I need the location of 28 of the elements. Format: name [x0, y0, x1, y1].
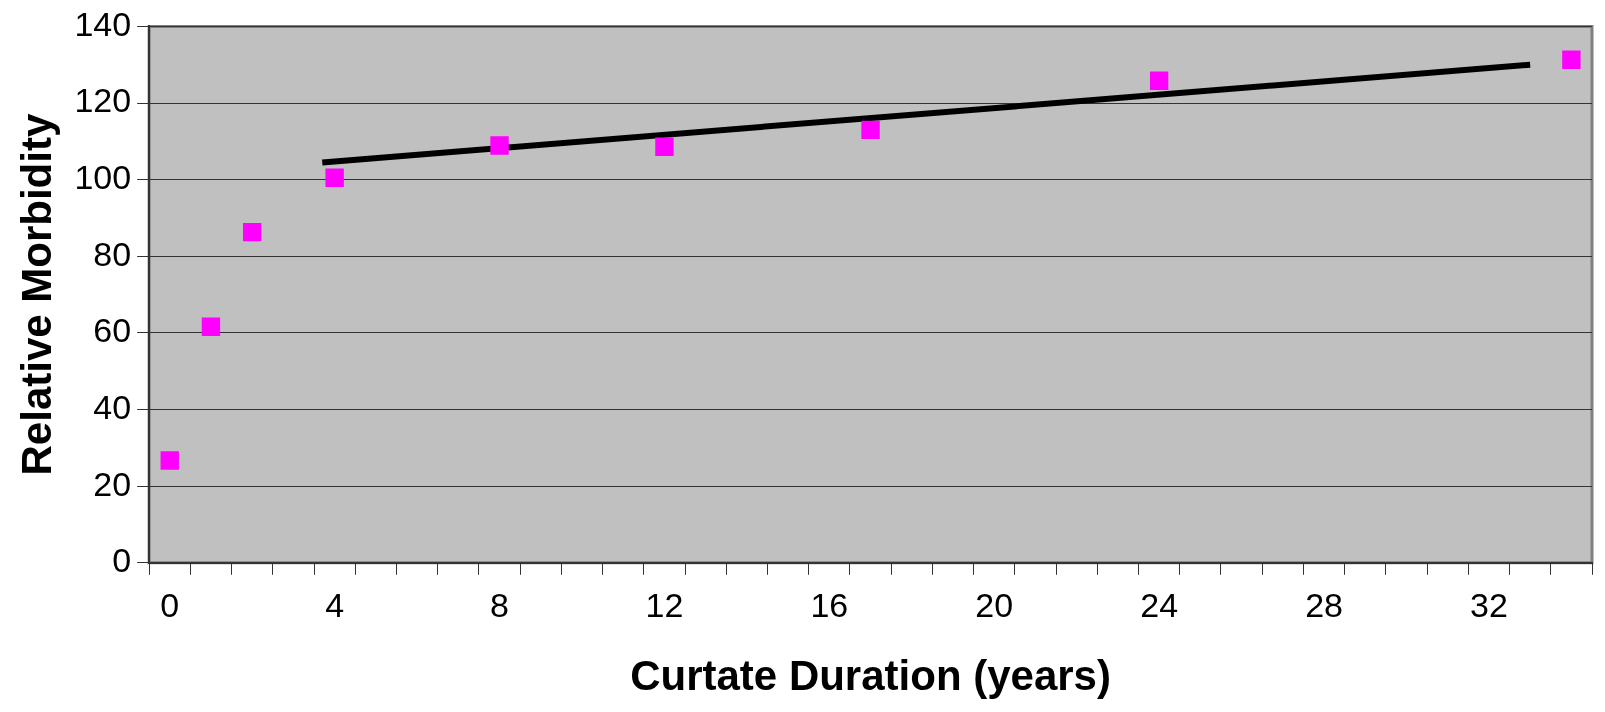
- y-tick-label: 120: [74, 81, 132, 120]
- x-tick-label: 16: [810, 585, 849, 624]
- x-axis-title: Curtate Duration (years): [630, 652, 1111, 700]
- y-tick-label: 40: [93, 387, 132, 426]
- point: [1149, 71, 1169, 90]
- y-tick-label: 60: [93, 311, 132, 350]
- y-tick-label: 100: [74, 158, 132, 197]
- x-tick-label: 4: [325, 585, 345, 624]
- x-tick-label: 28: [1305, 585, 1343, 624]
- point: [861, 120, 880, 140]
- y-tick-label: 140: [74, 4, 132, 43]
- x-tick-label: 0: [160, 585, 180, 624]
- x-tick-label: 8: [490, 585, 509, 624]
- x-tick-label: 20: [975, 585, 1014, 624]
- point: [1562, 50, 1581, 69]
- y-tick-label: 0: [112, 541, 132, 580]
- point: [160, 451, 179, 470]
- x-tick-label: 24: [1140, 585, 1179, 624]
- y-tick-label: 80: [93, 234, 132, 273]
- point: [201, 317, 221, 336]
- y-tick-label: 20: [93, 464, 132, 503]
- x-tick-label: 12: [645, 585, 684, 624]
- point: [243, 222, 262, 242]
- y-axis-title: Relative Morbidity: [12, 113, 60, 476]
- x-tick-label: 32: [1470, 585, 1508, 624]
- point: [490, 136, 509, 155]
- point: [325, 168, 344, 187]
- point: [655, 137, 674, 156]
